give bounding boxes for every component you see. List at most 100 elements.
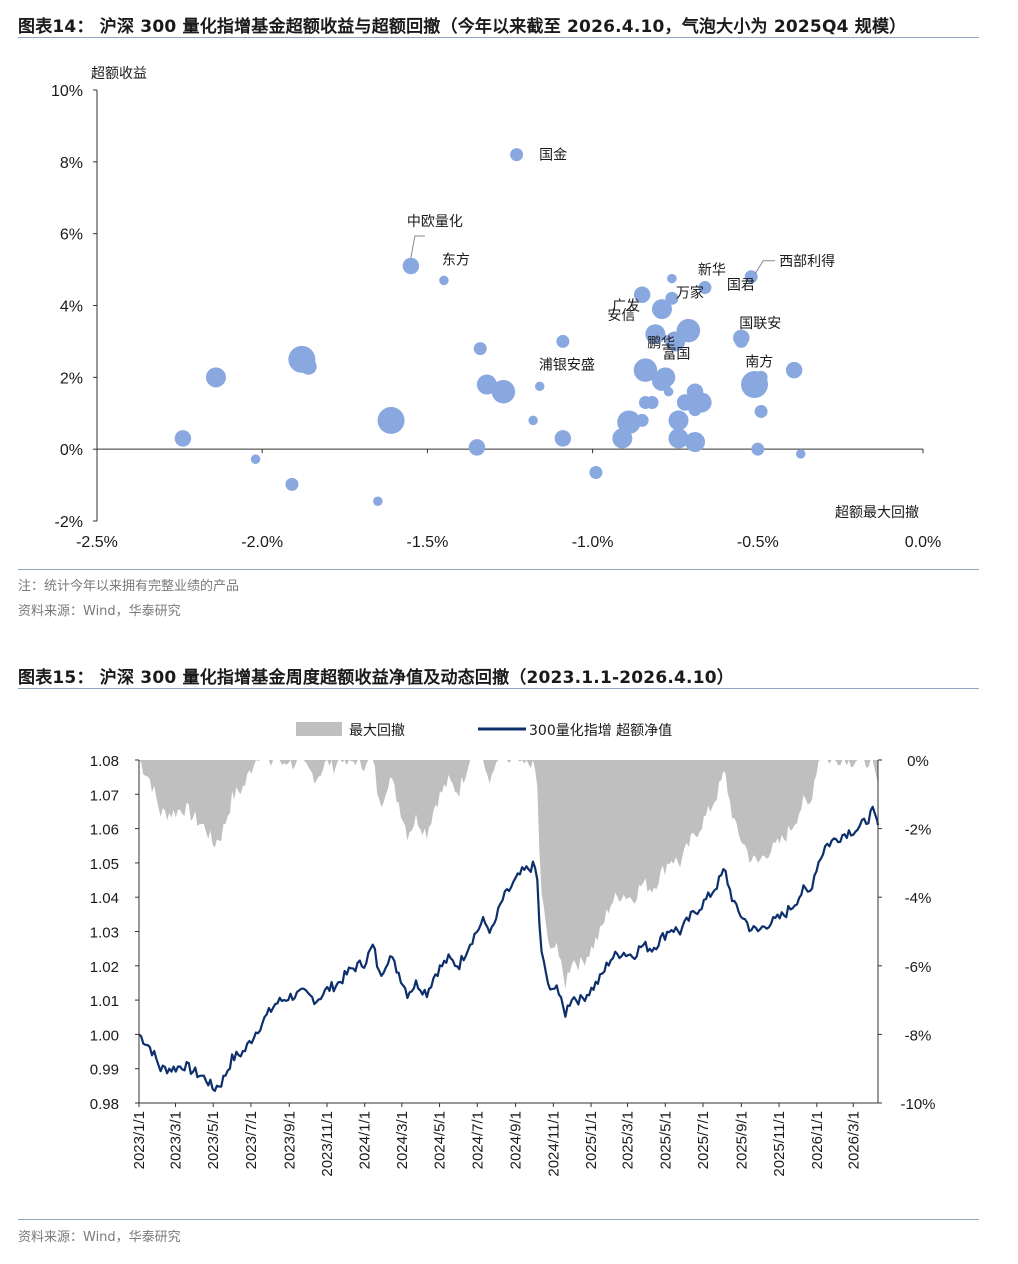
y-tick-label: 0% [60, 442, 83, 459]
bubble-point [667, 273, 677, 284]
bubble-label: 西部利得 [779, 253, 835, 270]
bubble-scatter-chart: 10% 8% 6% 4% 2% 0% -2% -2.5% -2.0% -1.5% -1.0% -0.5… [51, 66, 941, 551]
bubble-label: 中欧量化 [407, 214, 463, 230]
left-tick-label: 1.00 [90, 1027, 119, 1044]
bubble-point [754, 404, 768, 418]
bubble-point [785, 361, 803, 379]
bubble-point [635, 413, 649, 427]
bubble-point [377, 406, 405, 434]
y-axis-title: 超额收益 [91, 66, 147, 82]
bubble-label: 国金 [539, 148, 567, 164]
bubble-point [250, 454, 261, 464]
y-tick-label: 10% [51, 83, 83, 100]
x-tick-label: 2025/3/1 [620, 1111, 637, 1169]
bubble-point [285, 477, 299, 491]
bubble-point [751, 442, 765, 456]
x-tick-label: 2025/7/1 [695, 1111, 712, 1169]
bubble-point [663, 386, 674, 397]
bubble-point [668, 428, 689, 449]
bubble-point [373, 496, 383, 506]
x-axis-title: 超额最大回撤 [835, 505, 919, 521]
title-rule-2 [18, 688, 979, 689]
legend-nav-label: 300量化指增 超额净值 [529, 723, 672, 739]
figure14-title: 图表14： 沪深 300 量化指增基金超额收益与超额回撤（今年以来截至 2026… [18, 17, 907, 37]
bubble-point [796, 449, 806, 459]
bubble-point [676, 394, 694, 411]
x-tick-label: 2024/11/1 [545, 1111, 562, 1177]
bubble-point [754, 370, 768, 384]
bubble-point [668, 410, 689, 431]
x-tick-label: -1.5% [407, 534, 449, 551]
left-tick-label: 1.02 [90, 959, 119, 976]
x-tick-label: 2025/11/1 [771, 1111, 788, 1177]
right-tick-label: -4% [905, 890, 932, 907]
legend-drawdown-swatch [296, 722, 342, 736]
right-tick-label: -2% [905, 822, 932, 839]
x-tick-label: 0.0% [905, 534, 941, 551]
bubble-label: 万家 [676, 284, 704, 301]
bubble-point [633, 286, 651, 303]
left-tick-label: 1.01 [90, 993, 119, 1010]
bubble-label: 国君 [727, 278, 755, 294]
x-tick-label: 2025/9/1 [733, 1111, 750, 1169]
x-tick-label: 2023/1/1 [131, 1111, 148, 1169]
nav-drawdown-chart: 最大回撤 300量化指增 超额净值 1.08 1.07 1.06 1.05 1.04 1.03… [90, 722, 936, 1177]
bubble-point [473, 342, 487, 356]
left-tick-label: 1.06 [90, 822, 119, 839]
x-tick-label: 2026/1/1 [809, 1111, 826, 1169]
right-tick-label: -10% [900, 1096, 935, 1113]
y-tick-label: -2% [55, 514, 83, 531]
x-tick-label: 2024/5/1 [432, 1111, 449, 1169]
x-tick-label: -0.5% [737, 534, 779, 551]
left-tick-label: 1.05 [90, 856, 119, 873]
bubble-point [439, 275, 449, 286]
bubble-label: 浦银安盛 [539, 357, 595, 373]
source-rule [18, 1219, 979, 1220]
x-tick-label: 2024/1/1 [357, 1111, 374, 1169]
bubble-point [554, 430, 572, 447]
bubble-label: 国联安 [739, 316, 781, 332]
x-tick-label: 2025/1/1 [583, 1111, 600, 1169]
bubble-point [491, 379, 516, 404]
legend-drawdown-label: 最大回撤 [349, 723, 405, 739]
bubble-point [645, 324, 666, 345]
x-tick-label: -2.0% [241, 534, 283, 551]
bubble-point [685, 431, 706, 452]
bubble-point [402, 257, 420, 275]
bubble-label: 鹏华 [647, 335, 675, 351]
y-tick-label: 4% [60, 299, 83, 316]
x-tick-label: 2023/3/1 [167, 1111, 184, 1169]
bubble-label: 安信 [607, 308, 635, 324]
x-tick-label: -1.0% [572, 534, 614, 551]
bubble-label: 富国 [662, 346, 690, 363]
x-tick-label: 2023/11/1 [319, 1111, 336, 1177]
x-tick-label: 2023/9/1 [281, 1111, 298, 1169]
bubble-point [655, 367, 676, 388]
bubble-point [300, 358, 317, 375]
right-tick-label: 0% [907, 753, 929, 770]
figure15-source: 资料来源：Wind，华泰研究 [18, 1230, 181, 1245]
bubble-point [510, 148, 524, 162]
bubble-point [744, 270, 758, 284]
x-tick-label: 2023/5/1 [205, 1111, 222, 1169]
bubble-point [589, 466, 603, 480]
bubble-label: 东方 [442, 252, 470, 268]
bubble-point [174, 430, 192, 447]
callout-line [754, 260, 776, 275]
bubble-point [645, 395, 659, 409]
figure15-title: 图表15： 沪深 300 量化指增基金周度超额收益净值及动态回撤（2023.1.… [18, 668, 734, 688]
left-tick-label: 1.04 [90, 890, 119, 907]
bubble-point [734, 334, 748, 348]
x-tick-label: 2025/5/1 [657, 1111, 674, 1169]
note-rule [18, 569, 979, 570]
right-tick-label: -6% [905, 959, 932, 976]
figure14-source: 资料来源：Wind，华泰研究 [18, 604, 181, 619]
bubble-label: 南方 [745, 354, 773, 370]
y-tick-label: 2% [60, 370, 83, 387]
bubble-point [534, 381, 545, 392]
bubble-label: 新华 [698, 263, 726, 279]
x-tick-label: -2.5% [76, 534, 118, 551]
left-tick-label: 1.07 [90, 787, 119, 804]
callout-line [410, 235, 425, 258]
y-tick-label: 8% [60, 155, 83, 172]
